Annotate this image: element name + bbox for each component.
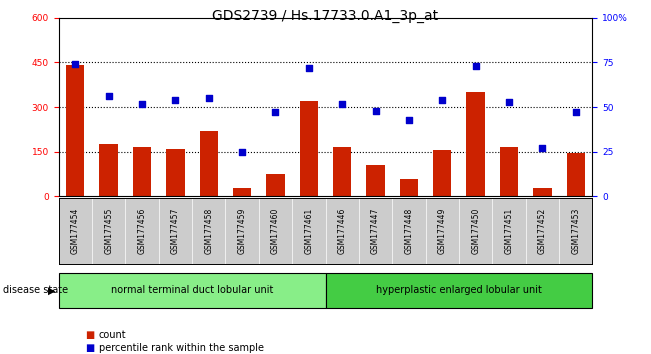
Point <box>370 108 381 114</box>
Bar <box>400 178 418 196</box>
Point <box>237 149 247 155</box>
Text: GSM177451: GSM177451 <box>505 208 514 254</box>
Bar <box>233 188 251 196</box>
Point <box>204 95 214 101</box>
FancyBboxPatch shape <box>59 273 326 308</box>
Text: GSM177446: GSM177446 <box>338 208 347 254</box>
Point <box>170 97 180 103</box>
Bar <box>66 65 85 196</box>
Text: GSM177449: GSM177449 <box>437 208 447 254</box>
Text: GSM177448: GSM177448 <box>404 208 413 254</box>
Bar <box>433 150 451 196</box>
Text: GDS2739 / Hs.17733.0.A1_3p_at: GDS2739 / Hs.17733.0.A1_3p_at <box>212 9 439 23</box>
Point <box>537 145 547 151</box>
Point <box>303 65 314 70</box>
Text: percentile rank within the sample: percentile rank within the sample <box>99 343 264 353</box>
Bar <box>299 101 318 196</box>
Text: GSM177457: GSM177457 <box>171 208 180 254</box>
Bar <box>200 131 218 196</box>
Text: GSM177450: GSM177450 <box>471 208 480 254</box>
Text: normal terminal duct lobular unit: normal terminal duct lobular unit <box>111 285 273 295</box>
Text: ■: ■ <box>85 343 94 353</box>
Point <box>137 101 147 106</box>
Text: GSM177453: GSM177453 <box>571 208 580 254</box>
Text: GSM177461: GSM177461 <box>304 208 313 254</box>
Bar <box>100 144 118 196</box>
Bar <box>333 147 352 196</box>
Bar <box>166 149 184 196</box>
Bar <box>500 147 518 196</box>
Point <box>471 63 481 69</box>
Text: GSM177452: GSM177452 <box>538 208 547 254</box>
Point <box>504 99 514 104</box>
Bar <box>533 188 551 196</box>
Bar <box>467 92 485 196</box>
Text: GSM177447: GSM177447 <box>371 208 380 254</box>
Point <box>104 93 114 99</box>
Bar <box>266 174 284 196</box>
Bar <box>367 165 385 196</box>
Text: GSM177460: GSM177460 <box>271 208 280 254</box>
Text: hyperplastic enlarged lobular unit: hyperplastic enlarged lobular unit <box>376 285 542 295</box>
Text: GSM177458: GSM177458 <box>204 208 214 254</box>
Bar <box>133 147 151 196</box>
Text: GSM177459: GSM177459 <box>238 208 247 254</box>
Text: ▶: ▶ <box>48 285 55 295</box>
Point <box>437 97 447 103</box>
Point <box>70 61 81 67</box>
Text: disease state: disease state <box>3 285 68 295</box>
Bar <box>566 153 585 196</box>
Text: GSM177456: GSM177456 <box>137 208 146 254</box>
Point <box>337 101 348 106</box>
Point <box>404 117 414 122</box>
Text: count: count <box>99 330 126 339</box>
Text: GSM177454: GSM177454 <box>71 208 80 254</box>
Point <box>270 110 281 115</box>
Point <box>570 110 581 115</box>
FancyBboxPatch shape <box>326 273 592 308</box>
Text: ■: ■ <box>85 330 94 339</box>
Text: GSM177455: GSM177455 <box>104 208 113 254</box>
